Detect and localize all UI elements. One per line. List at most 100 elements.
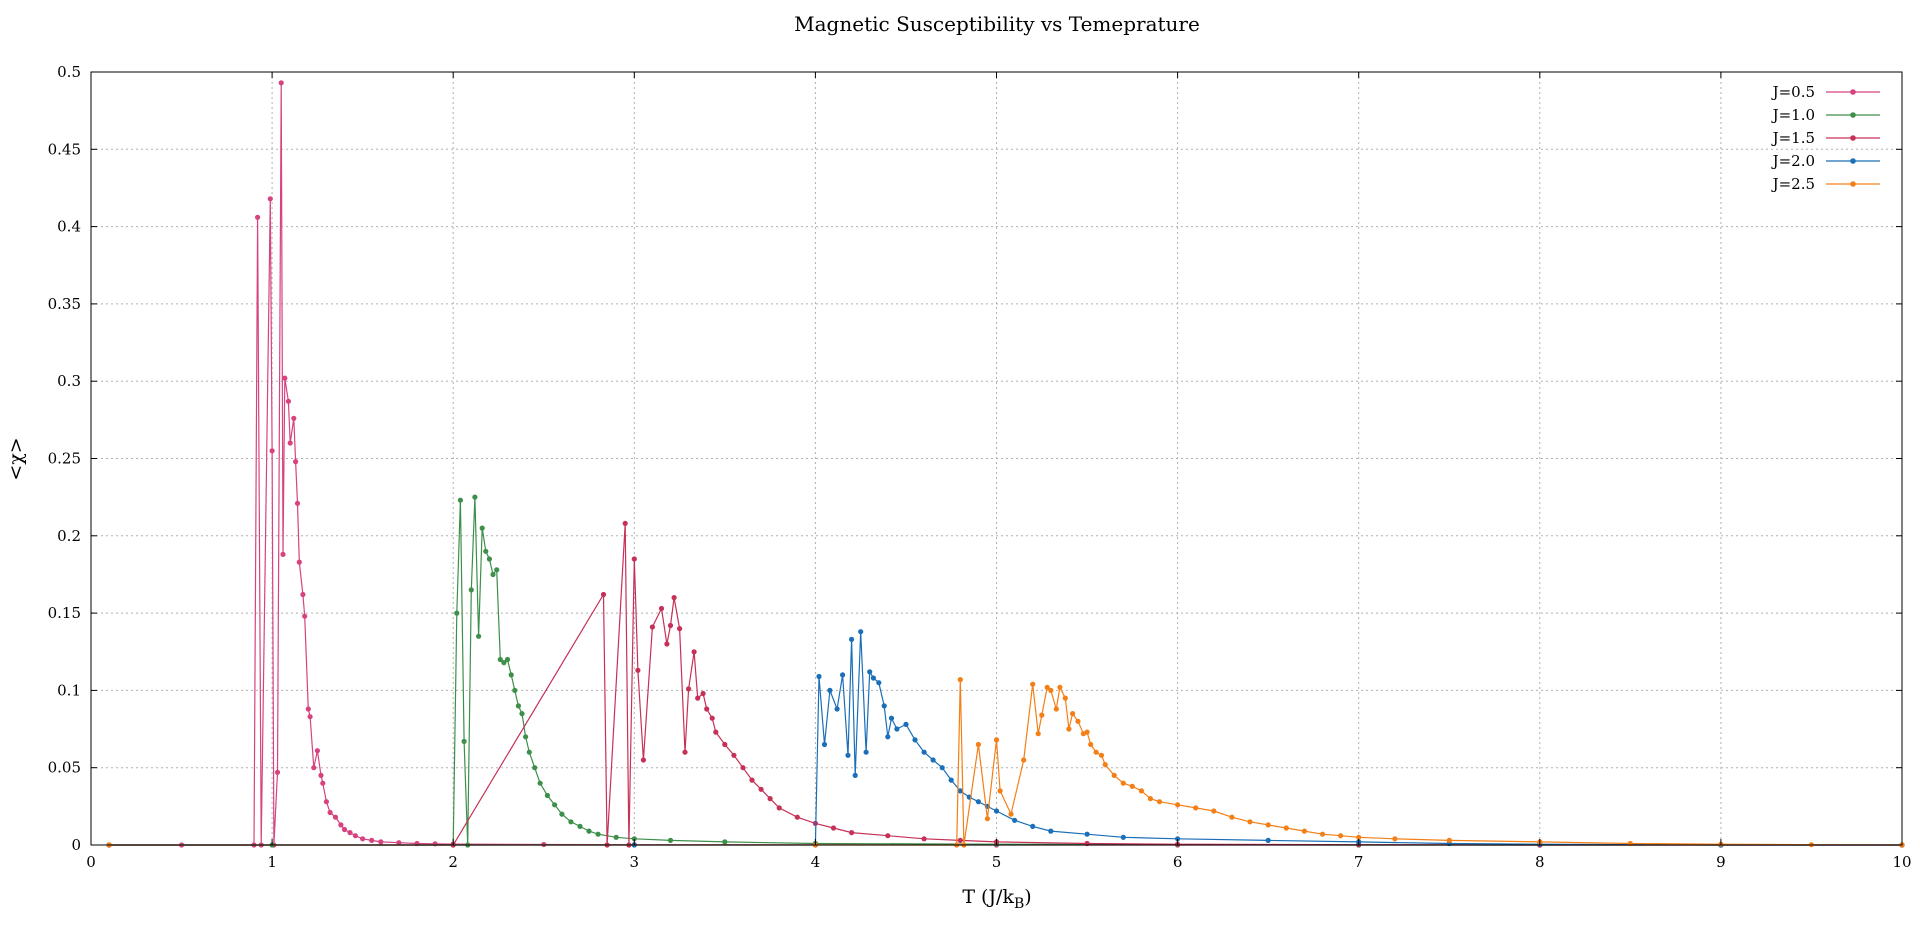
data-point [347,830,353,836]
data-point [1138,788,1144,794]
legend-item: J=1.0 [1771,106,1880,124]
y-axis-label: <χ> [5,437,27,480]
data-point [1035,731,1041,737]
data-point [993,808,1000,814]
y-axis-ticks: 0 0.05 0.1 0.15 0.2 0.25 0.3 0.35 0.4 0.45 0.5 [48,63,1902,854]
data-point [749,777,755,783]
data-point [885,833,891,839]
data-point [293,459,299,465]
data-point [1338,833,1344,839]
data-point [930,757,936,763]
y-tick-label: 0.35 [48,295,81,313]
data-point [501,660,507,666]
data-point [1147,796,1153,802]
data-point [722,839,728,845]
data-point [1193,805,1199,811]
data-point [515,703,522,709]
data-point [479,525,485,531]
y-tick-label: 0.2 [57,527,81,545]
data-point [341,826,348,833]
data-point [490,571,496,578]
data-point [1088,741,1094,748]
data-point [1075,718,1081,724]
data-point [1319,831,1326,837]
data-point [486,556,492,562]
legend-label: J=2.0 [1771,152,1815,170]
data-point [544,792,551,799]
data-point [695,695,701,701]
data-point [1283,825,1289,831]
series-line [109,631,1902,846]
legend-label: J=1.5 [1771,129,1815,147]
data-point [740,765,746,771]
data-point [483,548,489,554]
data-point [845,752,851,758]
data-point [1301,828,1307,834]
data-point [1211,808,1217,814]
data-point [269,448,275,454]
data-point [1062,695,1068,701]
data-point [1030,823,1036,830]
y-tick-label: 0.1 [57,681,81,699]
data-point [758,786,764,792]
x-tick-label: 9 [1716,853,1726,871]
data-point [468,587,474,593]
data-point [559,811,565,817]
data-point [834,706,840,712]
legend-item: J=2.0 [1771,152,1880,170]
legend-item: J=2.5 [1771,175,1880,193]
data-point [586,828,592,834]
data-point [595,831,601,837]
data-point [993,737,1000,743]
data-point [1053,706,1059,712]
data-point [658,605,665,612]
data-point [671,595,677,601]
data-point [852,772,858,779]
x-tick-label: 8 [1535,853,1545,871]
data-point [888,715,895,721]
data-point [1247,819,1253,825]
data-point [1120,780,1126,786]
data-point [454,610,460,616]
legend: J=0.5 J=1.0 J=1.5 J=2.0 J=2.5 [1771,83,1880,193]
data-point [667,837,674,844]
data-point [1048,828,1054,834]
data-point [278,80,284,86]
data-point [338,822,344,828]
x-tick-label: 0 [86,853,96,871]
data-point [881,703,887,709]
data-point [305,706,311,712]
x-tick-label: 1 [267,853,277,871]
data-point [1265,837,1271,844]
data-point [497,656,503,663]
x-tick-label: 6 [1173,853,1183,871]
data-point [1392,836,1398,842]
data-point [537,780,543,786]
data-point [1102,762,1108,768]
data-point [600,591,607,598]
data-point [858,629,864,635]
data-point [691,649,697,655]
data-point [314,748,320,754]
data-point [1175,836,1181,842]
x-tick-label: 3 [630,853,640,871]
data-point [885,734,891,740]
series-J=0.5 [106,80,1905,848]
data-point [894,726,900,732]
legend-label: J=0.5 [1771,83,1815,101]
series-line [109,82,1902,846]
data-point [302,613,308,619]
data-point [532,765,538,771]
data-point [700,690,706,697]
data-point [631,836,637,842]
data-point [432,841,438,847]
data-point [957,837,963,844]
data-point [975,799,982,805]
data-point [568,819,574,825]
data-point [1175,802,1181,808]
data-point [360,836,366,842]
data-point [816,673,822,680]
data-point [939,765,945,771]
x-tick-label: 4 [811,853,821,871]
data-point [577,823,583,830]
